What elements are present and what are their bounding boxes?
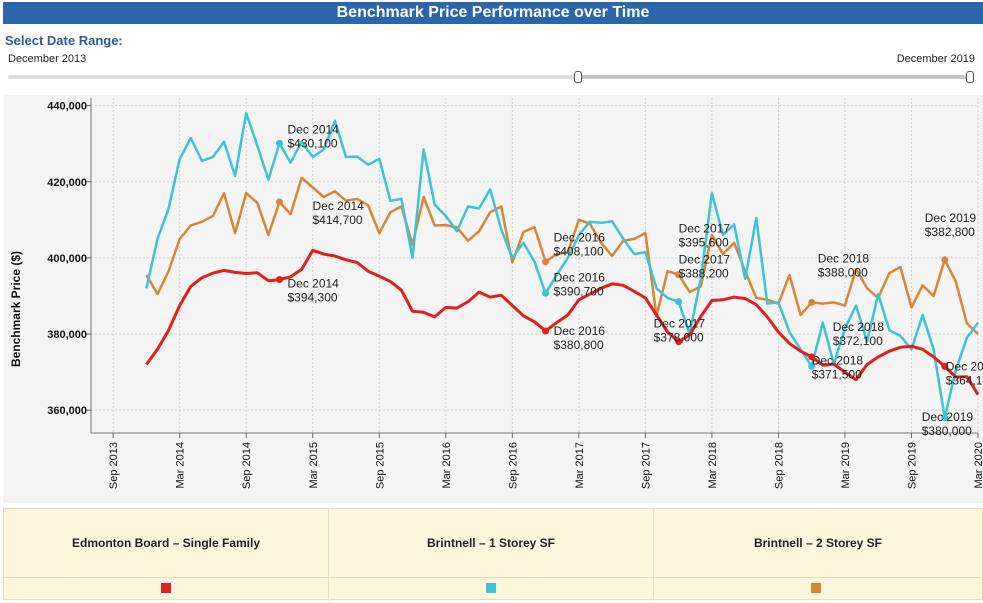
data-label: $371,500 <box>812 367 862 381</box>
x-tick-label: Sep 2014 <box>241 442 253 489</box>
data-label: Dec 2018 <box>833 320 885 334</box>
data-label: Dec 2018 <box>818 251 870 265</box>
data-label: $388,200 <box>679 267 729 281</box>
data-label: Dec 2016 <box>554 270 606 284</box>
data-label: $364,100 <box>946 373 983 387</box>
annotation-marker <box>941 256 949 264</box>
chart-area: Benchmark Price ($) 360,000 380,000 400,00… <box>3 95 983 503</box>
annotation-marker <box>675 298 683 306</box>
data-label: $390,700 <box>554 284 604 298</box>
y-tick-label: 400,000 <box>47 253 87 265</box>
annotation-marker <box>542 258 550 266</box>
x-tick-label: Mar 2015 <box>308 442 320 488</box>
data-label: Dec 2017 <box>679 222 731 236</box>
annotation-marker <box>275 198 283 206</box>
page-title: Benchmark Price Performance over Time <box>3 2 983 24</box>
data-label: $382,800 <box>925 225 975 239</box>
annotation-marker <box>941 362 949 370</box>
annotation-marker <box>275 139 283 147</box>
x-tick-label: Mar 2019 <box>840 442 852 488</box>
data-label: $380,000 <box>922 424 972 438</box>
data-label: Dec 2014 <box>312 199 364 213</box>
date-range-label: Select Date Range: <box>5 33 123 48</box>
legend-item-brintnell-2-storey[interactable]: Brintnell – 2 Storey SF <box>654 509 982 601</box>
data-label: $388,000 <box>818 265 868 279</box>
data-label: Dec 2014 <box>287 122 339 136</box>
series-line-2 <box>145 176 979 335</box>
data-label: $380,800 <box>554 338 604 352</box>
series-line-0 <box>145 248 980 396</box>
y-tick-label: 380,000 <box>47 329 87 341</box>
annotation-marker <box>675 338 683 346</box>
legend-swatch-orange <box>811 583 821 593</box>
legend-divider <box>4 577 328 578</box>
x-tick-label: Sep 2013 <box>108 442 120 489</box>
annotation-marker <box>808 353 816 361</box>
data-label: $378,000 <box>654 331 704 345</box>
benchmark-line-chart: Benchmark Price ($) 360,000 380,000 400,00… <box>9 98 983 489</box>
annotation-marker <box>542 289 550 297</box>
annotation-marker <box>542 327 550 335</box>
legend-label: Brintnell – 2 Storey SF <box>753 536 883 550</box>
data-label: $408,100 <box>554 245 604 259</box>
legend-divider <box>654 577 982 578</box>
data-label: Dec 2019 <box>922 410 974 424</box>
slider-handle-end[interactable] <box>966 71 974 83</box>
annotation-marker <box>275 276 283 284</box>
data-label: Dec 2019 <box>946 359 983 373</box>
data-label: Dec 2019 <box>925 211 977 225</box>
x-tick-label: Sep 2019 <box>906 442 918 489</box>
data-label: $394,300 <box>287 291 337 305</box>
x-tick-label: Mar 2014 <box>175 442 187 488</box>
x-tick-label: Mar 2018 <box>707 442 719 488</box>
data-label: $372,100 <box>833 334 883 348</box>
legend-item-edmonton-board[interactable]: Edmonton Board – Single Family <box>4 509 329 601</box>
data-label: Dec 2016 <box>554 324 606 338</box>
data-label: Dec 2017 <box>679 253 731 267</box>
x-tick-label: Sep 2017 <box>640 442 652 489</box>
annotation-marker <box>675 271 683 279</box>
x-tick-label: Sep 2015 <box>374 442 386 489</box>
legend-divider <box>329 577 653 578</box>
x-tick-label: Mar 2016 <box>441 442 453 488</box>
legend-swatch-cyan <box>486 583 496 593</box>
data-label: Dec 2017 <box>654 317 706 331</box>
y-tick-label: 420,000 <box>47 177 87 189</box>
legend-label: Edmonton Board – Single Family <box>71 536 261 550</box>
y-axis-label: Benchmark Price ($) <box>9 251 23 367</box>
slider-handle-start[interactable] <box>574 71 582 83</box>
annotation-marker <box>941 414 949 422</box>
x-tick-label: Sep 2016 <box>507 442 519 489</box>
legend: Edmonton Board – Single Family Brintnell… <box>3 508 983 601</box>
data-label: $430,100 <box>287 136 337 150</box>
date-range-slider[interactable] <box>8 75 974 79</box>
x-tick-label: Mar 2020 <box>973 442 983 488</box>
series-line-1 <box>145 111 980 420</box>
legend-item-brintnell-1-storey[interactable]: Brintnell – 1 Storey SF <box>329 509 654 601</box>
x-tick-label: Mar 2017 <box>574 442 586 488</box>
x-tick-label: Sep 2018 <box>773 442 785 489</box>
date-range-end: December 2019 <box>896 53 975 65</box>
data-label: Dec 2016 <box>554 231 606 245</box>
data-label: Dec 2018 <box>812 353 864 367</box>
legend-swatch-red <box>161 583 171 593</box>
legend-label: Brintnell – 1 Storey SF <box>426 536 556 550</box>
y-tick-label: 360,000 <box>47 405 87 417</box>
date-range-selected <box>578 75 972 79</box>
annotation-marker <box>808 298 816 306</box>
date-range-start: December 2013 <box>8 53 87 65</box>
data-label: $395,600 <box>679 236 729 250</box>
annotation-marker <box>808 362 816 370</box>
y-tick-label: 440,000 <box>47 101 87 113</box>
data-label: $414,700 <box>312 213 362 227</box>
data-label: Dec 2014 <box>287 277 339 291</box>
